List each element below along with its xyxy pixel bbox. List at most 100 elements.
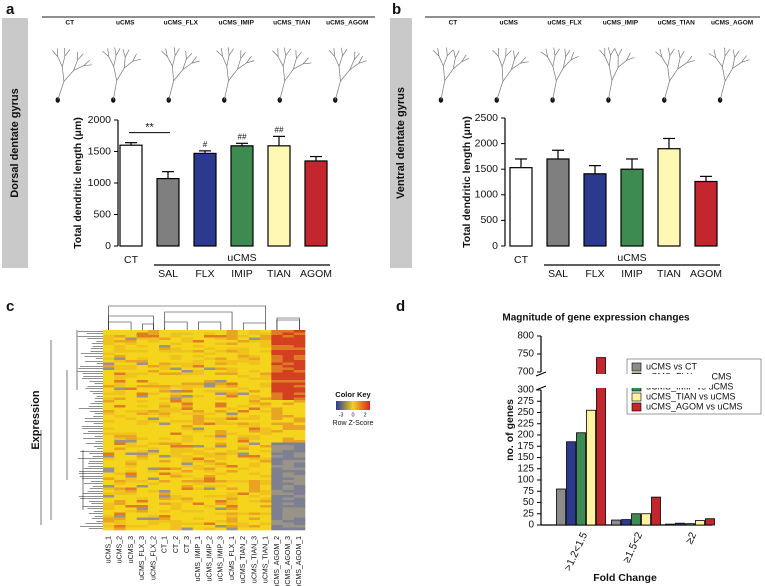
dendrite <box>724 68 733 82</box>
heatmap-cell <box>125 445 137 448</box>
heatmap-cell <box>170 440 182 443</box>
dendrite <box>223 80 229 101</box>
heatmap-cell <box>237 427 250 431</box>
heatmap-cell <box>293 507 306 511</box>
heatmap-cell <box>136 377 149 381</box>
heatmap-cell <box>226 330 238 333</box>
heatmap-cell <box>181 337 194 341</box>
heatmap-cell <box>170 450 182 453</box>
heatmap-cell <box>271 460 283 463</box>
heatmap-cell <box>293 487 306 491</box>
heatmap-cell <box>226 415 238 418</box>
heatmap-cell <box>136 517 149 521</box>
heatmap-cell <box>136 425 149 428</box>
heatmap-cell <box>293 390 306 393</box>
heatmap-cell <box>192 437 205 441</box>
heatmap-cell <box>170 387 182 391</box>
heatmap-cell <box>192 442 205 446</box>
heatmap-cell <box>125 382 137 386</box>
heatmap-cell <box>136 335 149 338</box>
heatmap-cell <box>181 430 194 433</box>
heatmap-cell <box>125 350 137 353</box>
heatmap-cell <box>136 455 149 458</box>
column-label: uCMS_IMIP_1 <box>195 536 202 582</box>
heatmap-cell <box>226 395 238 398</box>
column-label: uCMS_2 <box>117 536 124 563</box>
heatmap-cell <box>248 377 261 381</box>
heatmap-cell <box>293 527 306 531</box>
heatmap-cell <box>159 520 171 523</box>
heatmap-cell <box>136 397 149 401</box>
heatmap-cell <box>226 387 238 391</box>
heatmap-cell <box>125 450 137 453</box>
heatmap-cell <box>293 492 306 496</box>
heatmap-cell <box>147 455 160 458</box>
heatmap-cell <box>103 432 115 436</box>
heatmap-cell <box>181 480 194 483</box>
column-label: uCMS_3 <box>128 536 135 563</box>
heatmap-cell <box>125 500 137 503</box>
heatmap-cell <box>114 525 126 528</box>
heatmap-cell <box>103 515 115 518</box>
heatmap-cell <box>215 460 227 463</box>
heatmap-cell <box>159 347 171 351</box>
heatmap-cell <box>282 500 295 503</box>
heatmap-cell <box>147 525 160 528</box>
heatmap-cell <box>237 445 250 448</box>
dendrite <box>570 51 575 60</box>
heatmap-cell <box>248 502 261 506</box>
heatmap-cell <box>260 422 272 426</box>
heatmap-cell <box>226 437 238 441</box>
heatmap-cell <box>204 370 216 373</box>
heatmap-cell <box>226 392 238 396</box>
heatmap-cell <box>125 462 137 466</box>
heatmap-cell <box>237 450 250 453</box>
heatmap-cell <box>114 437 126 441</box>
heatmap-cell <box>170 517 182 521</box>
heatmap-cell <box>260 370 272 373</box>
heatmap-cell <box>282 387 295 391</box>
heatmap-cell <box>136 490 149 493</box>
heatmap-cell <box>282 372 295 376</box>
heatmap-cell <box>147 365 160 368</box>
y-tick-label: 225 <box>517 418 534 429</box>
heatmap-cell <box>170 522 182 526</box>
dendrite <box>83 59 91 66</box>
heatmap-cell <box>125 490 137 493</box>
heatmap-cell <box>260 477 272 481</box>
heatmap-cell <box>215 370 227 373</box>
heatmap-cell <box>204 517 216 521</box>
color-key-tick: 2 <box>363 412 366 418</box>
heatmap-cell <box>170 357 182 361</box>
heatmap-cell <box>237 470 250 473</box>
heatmap-cell <box>215 490 227 493</box>
heatmap-cell <box>147 340 160 343</box>
column-label: CT_2 <box>173 536 180 553</box>
y-tick-label: 0 <box>492 240 498 252</box>
heatmap-cell <box>147 520 160 523</box>
heatmap-cell <box>237 490 250 493</box>
heatmap-cell <box>125 442 137 446</box>
y-tick-label: 1500 <box>88 145 112 157</box>
heatmap-cell <box>260 335 272 338</box>
group-label: uCMS <box>617 252 646 264</box>
heatmap-cell <box>170 430 182 433</box>
heatmap-cell <box>237 397 250 401</box>
heatmap-cell <box>147 332 160 336</box>
heatmap-cell <box>114 372 126 376</box>
heatmap-cell <box>125 352 137 356</box>
heatmap-cell <box>136 345 149 348</box>
dendrite <box>116 67 125 81</box>
heatmap-cell <box>271 365 283 368</box>
heatmap-cell <box>181 525 194 528</box>
heatmap-cell <box>260 527 272 531</box>
heatmap-cell <box>260 367 272 371</box>
dendrite <box>228 48 234 56</box>
heatmap-cell <box>114 340 126 343</box>
heatmap-cell <box>215 517 227 521</box>
heatmap-cell <box>260 372 272 376</box>
heatmap-cell <box>181 520 194 523</box>
heatmap-cell <box>125 440 137 443</box>
heatmap-cell <box>192 432 205 436</box>
dendrite <box>165 48 168 57</box>
